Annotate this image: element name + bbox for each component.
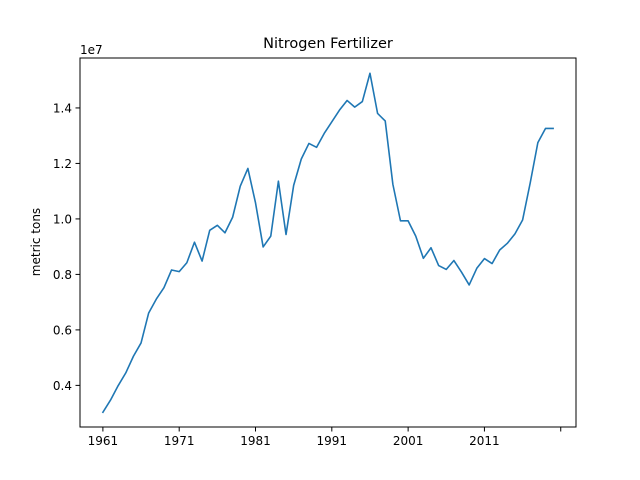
x-tick-label: 1971 (164, 434, 195, 448)
y-tick-label: 1.0 (53, 212, 72, 226)
x-tick-label: 1961 (88, 434, 119, 448)
y-tick-label: 1.2 (53, 157, 72, 171)
plot-area: 1961 1971 1981 1991 2001 2011 0.4 0.6 0.8 1.0 1.2 1… (53, 72, 562, 448)
chart-title: Nitrogen Fertilizer (263, 36, 393, 52)
y-tick-label: 0.4 (53, 379, 72, 393)
y-tick-label: 0.8 (53, 268, 72, 282)
x-tick-label: 2001 (393, 434, 424, 448)
y-axis-offset-label: 1e7 (80, 43, 103, 57)
x-tick-label: 1991 (317, 434, 348, 448)
x-tick-label: 1981 (240, 434, 271, 448)
y-tick-label: 0.6 (53, 323, 72, 337)
plot-frame (79, 57, 577, 428)
y-tick-label: 1.4 (53, 101, 72, 115)
series-line (101, 72, 554, 414)
y-axis-label: metric tons (29, 208, 43, 276)
x-tick-label: 2011 (469, 434, 500, 448)
